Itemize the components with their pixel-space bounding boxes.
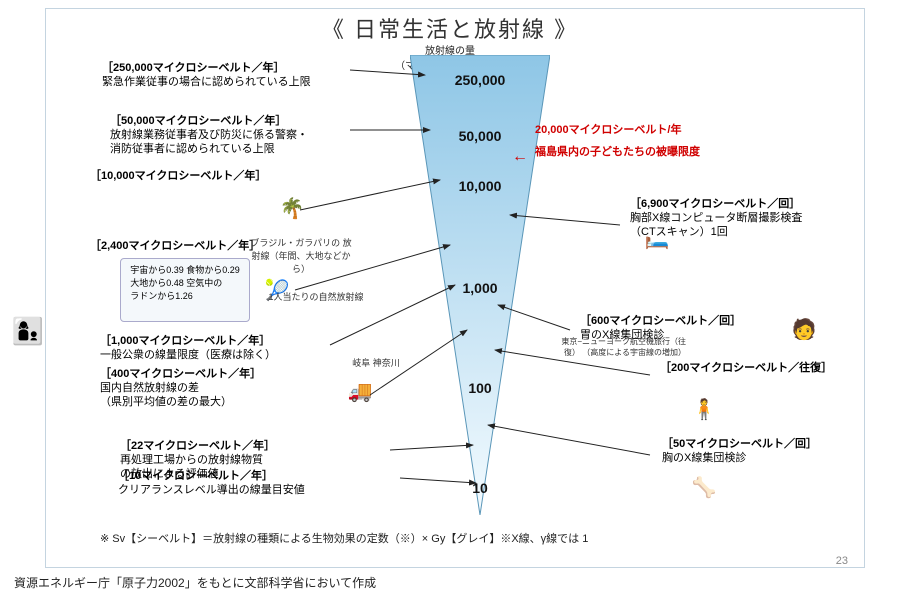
fukushima-value: 20,000マイクロシーベルト/年: [535, 124, 681, 138]
scale-tick: 10: [472, 480, 488, 496]
left-annotation: ［10,000マイクロシーベルト／年］: [90, 170, 266, 184]
annotation-header: ［10マイクロシーベルト／年］: [118, 470, 305, 484]
annotation-header: ［10,000マイクロシーベルト／年］: [90, 170, 266, 184]
scale-tick: 1,000: [462, 280, 497, 296]
annotation-sub: 放射線業務従事者及び防災に係る警察・ 消防従事者に認められている上限: [110, 129, 308, 157]
nature-sources-box: 宇宙から0.39 食物から0.29 大地から0.48 空気中の ラドンから1.2…: [120, 258, 250, 322]
gifu-kanagawa-label: 岐阜 神奈川: [326, 356, 426, 369]
annotation-header: ［600マイクロシーベルト／回］: [580, 315, 741, 329]
stomach-xray-icon: 🧑: [780, 300, 828, 358]
left-annotation: ［400マイクロシーベルト／年］国内自然放射線の差 （県別平均値の差の最大）: [100, 368, 261, 409]
brazil-icon: 🌴: [262, 178, 322, 238]
annotation-sub: 緊急作業従事の場合に認められている上限: [102, 76, 311, 90]
annotation-header: ［22マイクロシーベルト／年］: [120, 440, 275, 454]
chart-title: 《 日常生活と放射線 》: [0, 12, 900, 44]
page-number: 23: [836, 555, 848, 567]
annotation-sub: クリアランスレベル導出の線量目安値: [118, 484, 305, 498]
annotation-header: ［250,000マイクロシーベルト／年］: [102, 62, 311, 76]
right-annotation: ［200マイクロシーベルト／往復］: [660, 362, 832, 376]
airplane-person-icon: 🧍: [680, 380, 728, 438]
parent-child-icon: 👩‍👦: [12, 296, 44, 366]
annotation-sub: 国内自然放射線の差 （県別平均値の差の最大）: [100, 382, 261, 410]
nature-caption: 1人当たりの自然放射線: [256, 290, 376, 303]
truck-icon: 🚚: [330, 370, 390, 412]
annotation-header: ［6,900マイクロシーベルト／回］: [630, 198, 802, 212]
source-credit: 資源エネルギー庁「原子力2002」をもとに文部科学省において作成: [14, 574, 376, 591]
scale-tick: 50,000: [459, 128, 502, 144]
left-annotation: ［10マイクロシーベルト／年］クリアランスレベル導出の線量目安値: [118, 470, 305, 498]
scale-tick: 250,000: [455, 72, 506, 88]
left-annotation: ［1,000マイクロシーベルト／年］一般公衆の線量限度（医療は除く）: [100, 335, 276, 363]
annotation-header: ［2,400マイクロシーベルト／年］: [90, 240, 260, 254]
annotation-header: ［50マイクロシーベルト／回］: [662, 438, 817, 452]
fukushima-callout: 20,000マイクロシーベルト/年: [535, 124, 681, 138]
fukushima-arrow: ←: [512, 148, 528, 166]
annotation-header: ［400マイクロシーベルト／年］: [100, 368, 261, 382]
annotation-header: ［50,000マイクロシーベルト／年］: [110, 115, 308, 129]
left-annotation: ［2,400マイクロシーベルト／年］: [90, 240, 260, 254]
tokyo-ny-label: 東京−ニューヨーク航空機旅行（往復） （高度による宇宙線の増加）: [556, 336, 686, 358]
chest-xray-icon: 🦴: [680, 458, 728, 516]
left-annotation: ［250,000マイクロシーベルト／年］緊急作業従事の場合に認められている上限: [102, 62, 311, 90]
left-annotation: ［50,000マイクロシーベルト／年］放射線業務従事者及び防災に係る警察・ 消防…: [110, 115, 308, 156]
scale-tick: 100: [468, 380, 491, 396]
scale-tick: 10,000: [459, 178, 502, 194]
annotation-sub: 一般公衆の線量限度（医療は除く）: [100, 349, 276, 363]
annotation-header: ［1,000マイクロシーベルト／年］: [100, 335, 276, 349]
footnote: ※ Sv【シーベルト】＝放射線の種類による生物効果の定数（※）× Gy【グレイ】…: [100, 530, 588, 546]
annotation-header: ［200マイクロシーベルト／往復］: [660, 362, 832, 376]
fukushima-desc: 福島県内の子どもたちの被曝限度: [535, 146, 700, 160]
ct-scan-icon: 🛏️: [618, 220, 696, 256]
